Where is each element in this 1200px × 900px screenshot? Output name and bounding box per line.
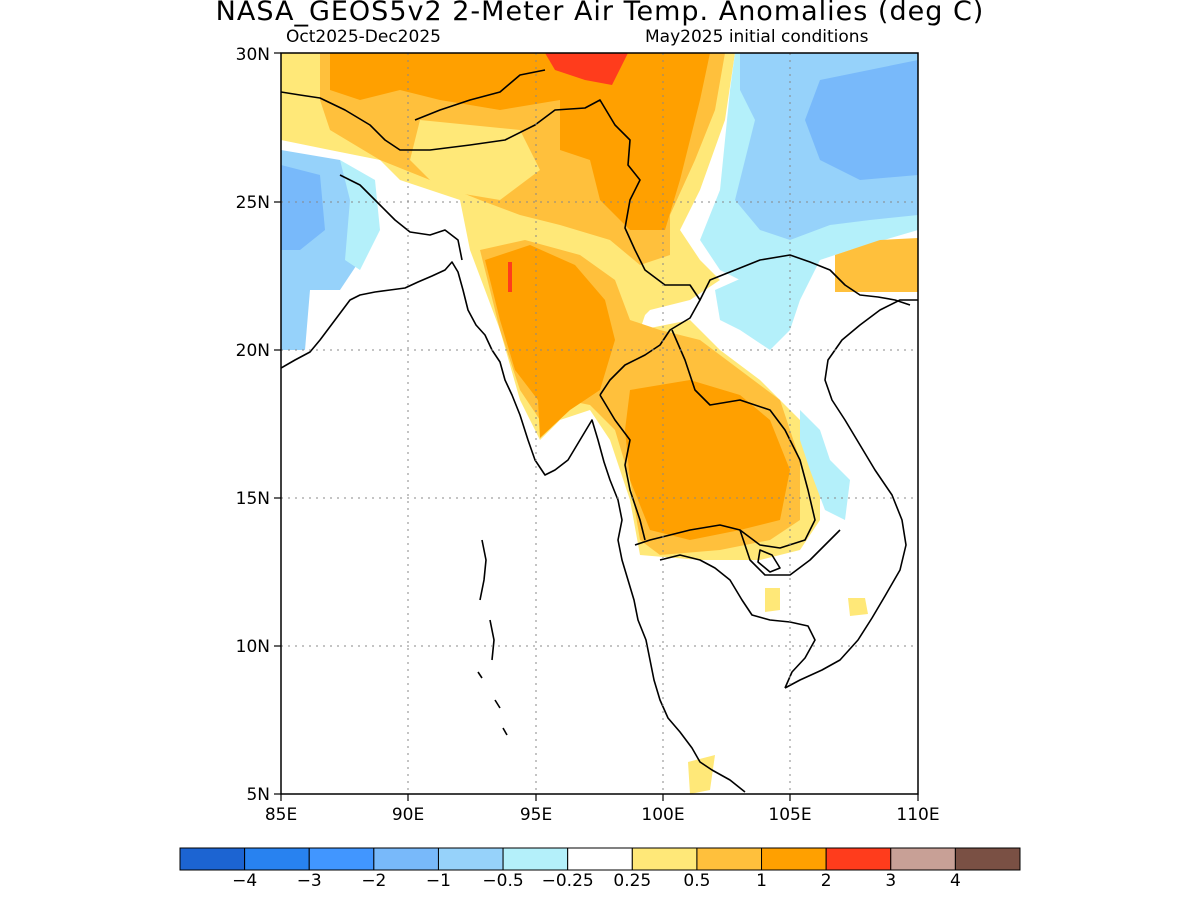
- anomaly-field: [281, 53, 918, 794]
- anomaly-region-yellow-south-1: [765, 588, 780, 612]
- initial-conditions: May2025 initial conditions: [645, 27, 869, 47]
- colorbar-label: −3: [297, 871, 322, 891]
- coastline-nicobar-3: [502, 727, 508, 736]
- anomaly-region-yellow-south-2: [848, 598, 868, 616]
- lat-tick-label: 25N: [236, 193, 270, 213]
- plot-frame: [280, 52, 919, 795]
- colorbar-label: 1: [756, 871, 767, 891]
- coastline-nicobar-1: [477, 671, 483, 679]
- forecast-period: Oct2025-Dec2025: [286, 27, 441, 47]
- border-myanmar-thailand: [599, 394, 646, 541]
- colorbar-label: 0.25: [613, 871, 651, 891]
- colorbar-label: −1: [426, 871, 451, 891]
- anomaly-region-yellow-patch: [410, 120, 540, 200]
- anomaly-region-orange-dark-north: [330, 53, 710, 230]
- lat-tick-label: 15N: [236, 489, 270, 509]
- anomaly-region-yellow-south-3: [688, 755, 715, 794]
- lon-tick-label: 110E: [896, 805, 939, 825]
- anomaly-region-orange-east: [835, 238, 918, 292]
- colorbar-label: −4: [232, 871, 257, 891]
- border-laos-thailand: [634, 329, 816, 549]
- lat-tick-labels: 5N 10N 15N 20N 25N 30N: [236, 45, 270, 805]
- colorbar: [179, 847, 1021, 871]
- colorbar-swatch: [179, 847, 246, 871]
- colorbar-label: 0.5: [683, 871, 710, 891]
- colorbar-label: 2: [821, 871, 832, 891]
- lat-tick-label: 20N: [236, 341, 270, 361]
- anomaly-region-cyan-west: [340, 160, 380, 270]
- colorbar-swatch: [890, 847, 956, 871]
- coastline-india-bangladesh: [281, 261, 746, 793]
- grid-lines: [281, 53, 918, 794]
- lat-tick-label: 10N: [236, 637, 270, 657]
- colorbar-swatch: [631, 847, 698, 871]
- colorbar-swatch: [567, 847, 633, 871]
- colorbar-label: −0.5: [482, 871, 523, 891]
- coastlines: [281, 69, 918, 793]
- anomaly-region-red-north: [545, 53, 628, 85]
- colorbar-label: −2: [361, 871, 386, 891]
- border-myanmar-north: [281, 91, 701, 396]
- colorbar-swatch: [244, 847, 310, 871]
- colorbar-swatch: [825, 847, 892, 871]
- colorbar-label: 4: [950, 871, 961, 891]
- colorbar-swatch: [308, 847, 375, 871]
- coastline-vietnam: [784, 299, 918, 689]
- border-cambodia: [739, 529, 841, 576]
- colorbar-swatch: [954, 847, 1021, 871]
- colorbar-label: 3: [885, 871, 896, 891]
- coastline-gulf-thailand: [659, 554, 816, 689]
- lon-tick-label: 105E: [768, 805, 811, 825]
- coastline-tonle-sap: [757, 549, 781, 573]
- lon-tick-label: 85E: [265, 805, 297, 825]
- anomaly-region-orange-dark-thailand: [625, 380, 790, 540]
- coastline-andaman-north: [479, 539, 487, 601]
- anomaly-region-cyan-laos: [715, 270, 800, 350]
- colorbar-swatch: [437, 847, 504, 871]
- lon-tick-label: 95E: [520, 805, 552, 825]
- border-laos: [699, 254, 911, 306]
- border-tibet: [414, 69, 546, 121]
- chart-title: NASA_GEOS5v2 2-Meter Air Temp. Anomalies…: [215, 0, 985, 27]
- lon-tick-labels: 85E 90E 95E 100E 105E 110E: [265, 805, 940, 825]
- anomaly-region-cyan-vietnam: [800, 410, 850, 520]
- colorbar-labels: −4 −3 −2 −1 −0.5 −0.25 0.25 0.5 1 2 3 4: [232, 871, 961, 891]
- axis-ticks: [274, 52, 919, 801]
- colorbar-swatch: [761, 847, 827, 871]
- lon-tick-label: 90E: [392, 805, 424, 825]
- coastline-andaman-south: [489, 619, 495, 661]
- colorbar-label: −0.25: [542, 871, 594, 891]
- colorbar-swatch: [502, 847, 569, 871]
- lat-tick-label: 5N: [246, 785, 270, 805]
- lon-tick-label: 100E: [641, 805, 684, 825]
- border-bangladesh: [339, 174, 463, 261]
- lat-tick-label: 30N: [236, 45, 270, 65]
- anomaly-region-red-streak: [508, 262, 512, 292]
- anomaly-region-blue-mid-east: [805, 60, 918, 180]
- colorbar-swatch: [373, 847, 439, 871]
- coastline-nicobar-2: [494, 699, 501, 709]
- anomaly-region-blue-mid-west: [281, 165, 325, 250]
- anomaly-region-orange-dark-central: [485, 245, 615, 438]
- colorbar-swatch: [696, 847, 763, 871]
